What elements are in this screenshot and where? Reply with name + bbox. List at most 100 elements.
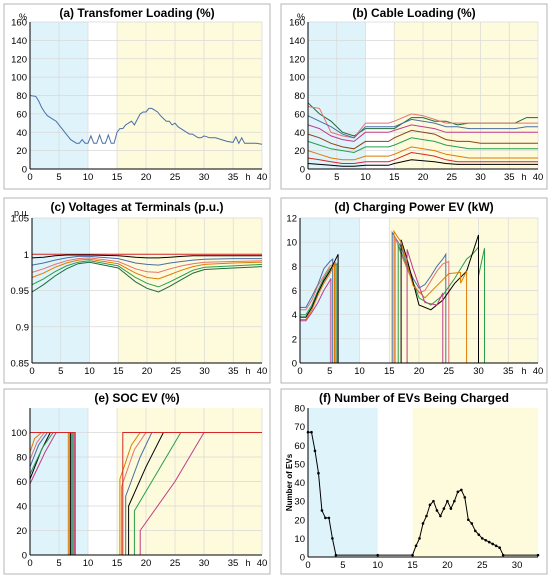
x-tick-label: 40 xyxy=(533,366,544,377)
data-point xyxy=(327,516,331,520)
series-line-7 xyxy=(307,146,538,161)
y-tick-label: 6 xyxy=(292,286,297,297)
data-point xyxy=(411,553,414,557)
y-tick-label: 100 xyxy=(11,73,27,84)
y-tick-label: 20 xyxy=(16,146,27,157)
series-line-3 xyxy=(307,115,538,139)
x-tick-label: 0 xyxy=(27,558,32,569)
data-point xyxy=(317,471,320,475)
y-tick-label: 80 xyxy=(294,91,305,102)
x-tick-label: 15 xyxy=(113,366,124,377)
y-tick-label: 40 xyxy=(294,128,305,139)
y-tick-label: 8 xyxy=(292,262,297,273)
series-line-5 xyxy=(300,229,468,364)
x-tick-label: 0 xyxy=(305,560,310,571)
data-point xyxy=(477,533,481,536)
y-tick-label: 50 xyxy=(294,459,305,470)
y-tick-label: 60 xyxy=(16,109,27,120)
x-tick-label: 40 xyxy=(257,172,268,183)
data-point xyxy=(484,538,488,542)
x-tick-label: 30 xyxy=(199,172,210,183)
data-point xyxy=(446,499,449,503)
x-tick-label: 40 xyxy=(533,172,544,183)
chart-title: (d) Charging Power EV (kW) xyxy=(334,200,493,214)
y-tick-label: 20 xyxy=(16,526,27,537)
data-point xyxy=(460,488,463,492)
data-point xyxy=(494,544,498,548)
series-line-4 xyxy=(300,234,479,364)
y-tick-label: 60 xyxy=(294,109,305,120)
series-line-9 xyxy=(307,159,538,167)
data-point xyxy=(491,542,494,546)
y-tick-label: 60 xyxy=(16,477,27,488)
y-unit-label: % xyxy=(297,12,305,22)
x-tick-label: 30 xyxy=(199,366,210,377)
y-tick-label: 12 xyxy=(286,214,297,225)
shaded-period-1 xyxy=(308,408,378,557)
series-line-4 xyxy=(31,257,263,273)
chart-panel-4: 0 5 10 15 20 25 30 35 40 0 2 4 6 8 10 12 h (d) Charging P… xyxy=(280,197,548,384)
data-point xyxy=(310,430,313,434)
x-tick-label: 10 xyxy=(372,560,383,571)
y-tick-label: 0.9 xyxy=(16,322,29,333)
x-tick-label: 30 xyxy=(199,558,210,569)
x-tick-label: 10 xyxy=(84,366,95,377)
data-point xyxy=(414,544,418,548)
series-line-1 xyxy=(300,230,447,364)
y-tick-label: 70 xyxy=(294,422,305,433)
data-point xyxy=(453,499,456,503)
data-point xyxy=(498,546,501,549)
x-tick-label: 5 xyxy=(334,172,339,183)
x-tick-label: 15 xyxy=(112,558,123,569)
y-tick-label: 1 xyxy=(24,250,29,261)
data-point xyxy=(331,537,334,540)
chart-panel-3: 0 5 10 15 20 25 30 35 40 0.85 0.9 0.95 1 1.05p.u. h (c)… xyxy=(3,197,271,384)
x-tick-label: 20 xyxy=(442,560,453,571)
series-line-5 xyxy=(307,129,538,150)
y-tick-label: 120 xyxy=(11,54,27,65)
data-point xyxy=(470,522,474,525)
x-tick-label: 30 xyxy=(473,366,484,377)
x-tick-label: 15 xyxy=(407,560,418,571)
x-tick-label: 20 xyxy=(414,366,425,377)
data-point xyxy=(313,449,317,453)
x-tick-label: 0 xyxy=(297,366,302,377)
x-tick-label: 10 xyxy=(360,172,371,183)
chart-panel-6: 0 5 10 15 20 25 30 0 10 20 30 40 50 60 70 80 Number of E… xyxy=(280,388,548,575)
x-tick-label: 0 xyxy=(305,172,310,183)
x-tick-label: 30 xyxy=(475,172,486,183)
data-point xyxy=(324,516,327,520)
x-tick-label: 5 xyxy=(58,366,63,377)
series-line-3 xyxy=(31,255,262,266)
chart-title: (f) Number of EVs Being Charged xyxy=(319,391,509,405)
x-unit-label: h xyxy=(245,558,250,568)
y-tick-label: 160 xyxy=(289,18,305,29)
data-point xyxy=(501,553,505,557)
x-tick-label: 20 xyxy=(141,558,152,569)
x-tick-label: 5 xyxy=(56,558,61,569)
shaded-period-2 xyxy=(412,408,538,557)
data-point xyxy=(536,553,540,557)
x-tick-label: 5 xyxy=(327,366,332,377)
y-tick-label: 1.05 xyxy=(11,214,30,225)
x-tick-label: 35 xyxy=(228,558,239,569)
x-tick-label: 15 xyxy=(112,172,123,183)
x-tick-label: 35 xyxy=(504,172,515,183)
data-point xyxy=(456,490,460,494)
data-point xyxy=(376,553,379,557)
chart-title: (c) Voltages at Terminals (p.u.) xyxy=(51,200,224,214)
x-unit-label: h xyxy=(245,172,250,182)
chart-panel-2: 0 5 10 15 20 25 30 35 40 0 20 40 60 80 100 120 140 160% h (… xyxy=(280,3,548,190)
x-tick-label: 35 xyxy=(228,366,239,377)
data-point xyxy=(480,537,484,540)
x-tick-label: 40 xyxy=(257,366,268,377)
series-line-4 xyxy=(307,124,538,142)
chart-panel-1: 0 5 10 15 20 25 30 35 40 0 20 40 60 80 100 120 140 160% h (… xyxy=(3,3,271,190)
x-tick-label: 25 xyxy=(170,366,181,377)
x-tick-label: 35 xyxy=(228,172,239,183)
x-tick-label: 15 xyxy=(389,172,400,183)
x-tick-label: 35 xyxy=(503,366,514,377)
y-tick-label: 140 xyxy=(11,36,27,47)
y-tick-label: 80 xyxy=(294,404,305,415)
x-tick-label: 0 xyxy=(27,172,32,183)
